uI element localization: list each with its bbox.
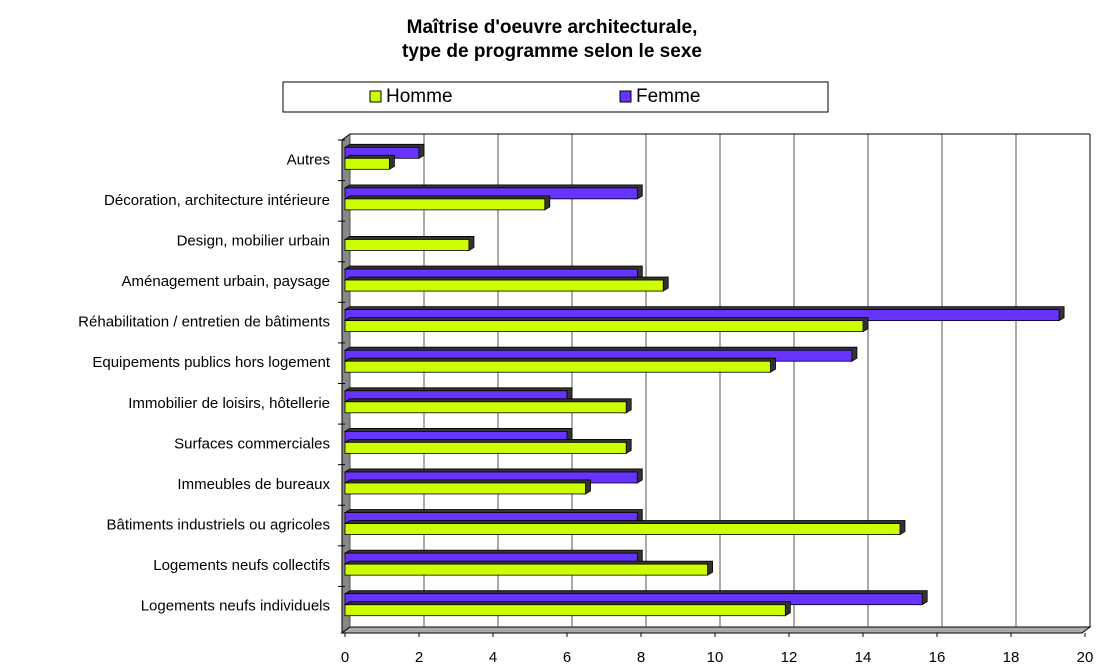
y-tick-label: Immeubles de bureaux [177,476,330,493]
bar [343,357,776,373]
y-tick-label: Réhabilitation / entretien de bâtiments [78,314,330,331]
bar-face [344,482,586,495]
x-tick-label: 0 [341,649,349,666]
y-tick-label: Autres [287,151,330,168]
x-tick-label: 14 [855,649,872,666]
bar-face [344,279,664,292]
bar [343,236,475,251]
bar [343,276,669,292]
bar-face [344,239,470,251]
legend-swatch [619,90,632,103]
x-tick-label: 6 [563,649,571,666]
bar [343,143,425,159]
bar [343,520,906,535]
bar [343,154,395,170]
y-tick-label: Décoration, architecture intérieure [104,192,330,209]
bar-face [344,563,709,576]
chart-title: Maîtrise d'oeuvre architecturale, [407,17,698,38]
legend-box [282,81,829,113]
bar [343,317,869,333]
bar-face [344,198,546,211]
y-tick-label: Immobilier de loisirs, hôtellerie [128,395,330,412]
x-tick-label: 12 [781,649,798,666]
legend-label: Femme [636,86,700,107]
bar-face [344,523,901,535]
bar [343,195,551,211]
bar [343,398,632,414]
bar [343,479,591,495]
bar-face [344,360,771,373]
x-tick-label: 2 [415,649,423,666]
y-tick-label: Equipements publics hors logement [92,354,330,371]
x-tick-label: 16 [929,649,946,666]
bar [343,560,713,576]
y-tick-label: Logements neufs collectifs [153,557,330,574]
bar-face [344,604,786,617]
x-tick-label: 10 [707,649,724,666]
x-tick-label: 20 [1077,649,1094,666]
x-tick-label: 4 [489,649,497,666]
chart-title: type de programme selon le sexe [402,41,702,62]
legend-label: Homme [386,86,453,107]
bar [343,438,632,454]
bar-face [344,320,864,333]
y-tick-label: Logements neufs individuels [141,598,330,615]
bar-face [344,441,627,454]
y-tick-label: Aménagement urbain, paysage [122,273,330,290]
legend-swatch [369,90,382,103]
y-tick-label: Bâtiments industriels ou agricoles [107,517,330,534]
bar [343,601,791,617]
bar-face [344,157,390,170]
y-tick-label: Design, mobilier urbain [177,232,330,249]
x-tick-label: 8 [637,649,645,666]
axis-floor [340,626,1092,634]
x-tick-label: 18 [1003,649,1020,666]
bar-face [344,401,627,414]
y-tick-label: Surfaces commerciales [174,435,330,452]
